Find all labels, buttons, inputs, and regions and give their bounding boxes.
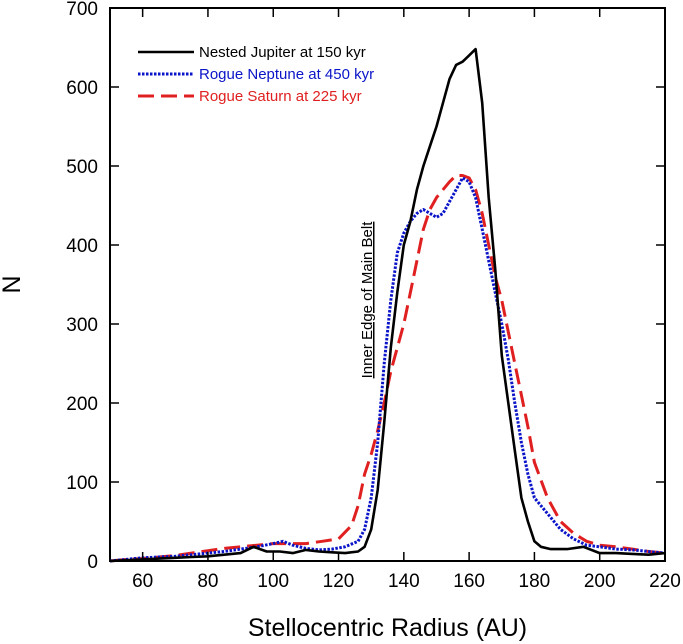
y-tick-label: 300 <box>66 315 98 336</box>
x-tick-label: 100 <box>257 571 289 592</box>
legend-label-nested-jupiter: Nested Jupiter at 150 kyr <box>199 44 366 61</box>
inner-edge-annotation: Inner Edge of Main Belt <box>359 221 376 379</box>
y-tick-label: 200 <box>66 394 98 415</box>
x-tick-label: 220 <box>649 571 681 592</box>
y-tick-label: 400 <box>66 236 98 257</box>
plot-frame <box>109 7 666 562</box>
x-tick-label: 180 <box>519 571 551 592</box>
y-tick-label: 500 <box>66 157 98 178</box>
x-tick-label: 80 <box>197 571 218 592</box>
y-tick-label: 700 <box>66 0 98 20</box>
legend-label-rogue-saturn: Rogue Saturn at 225 kyr <box>199 88 362 105</box>
y-tick-label: 0 <box>87 552 98 573</box>
x-tick-label: 120 <box>323 571 355 592</box>
series-line-rogue-neptune-at-450-kyr <box>109 176 666 563</box>
x-tick-label: 140 <box>388 571 420 592</box>
x-tick-label: 60 <box>132 571 153 592</box>
y-tick-label: 600 <box>66 78 98 99</box>
legend-label-rogue-neptune: Rogue Neptune at 450 kyr <box>199 66 374 83</box>
ticks-layer: 60 80 100 120 140 160 180 200 220 0 100 200 300 400 50… <box>66 0 681 592</box>
series-line-rogue-saturn-at-225-kyr <box>109 174 666 563</box>
x-tick-label: 160 <box>453 571 485 592</box>
y-tick-label: 100 <box>66 473 98 494</box>
series-line-nested-jupiter-at-150-kyr <box>109 47 666 563</box>
y-axis-title: N <box>0 275 26 293</box>
x-tick-label: 200 <box>584 571 616 592</box>
x-axis-title: Stellocentric Radius (AU) <box>248 614 527 642</box>
series-layer <box>109 47 666 563</box>
legend: Nested Jupiter at 150 kyr Rogue Neptune … <box>138 44 374 105</box>
